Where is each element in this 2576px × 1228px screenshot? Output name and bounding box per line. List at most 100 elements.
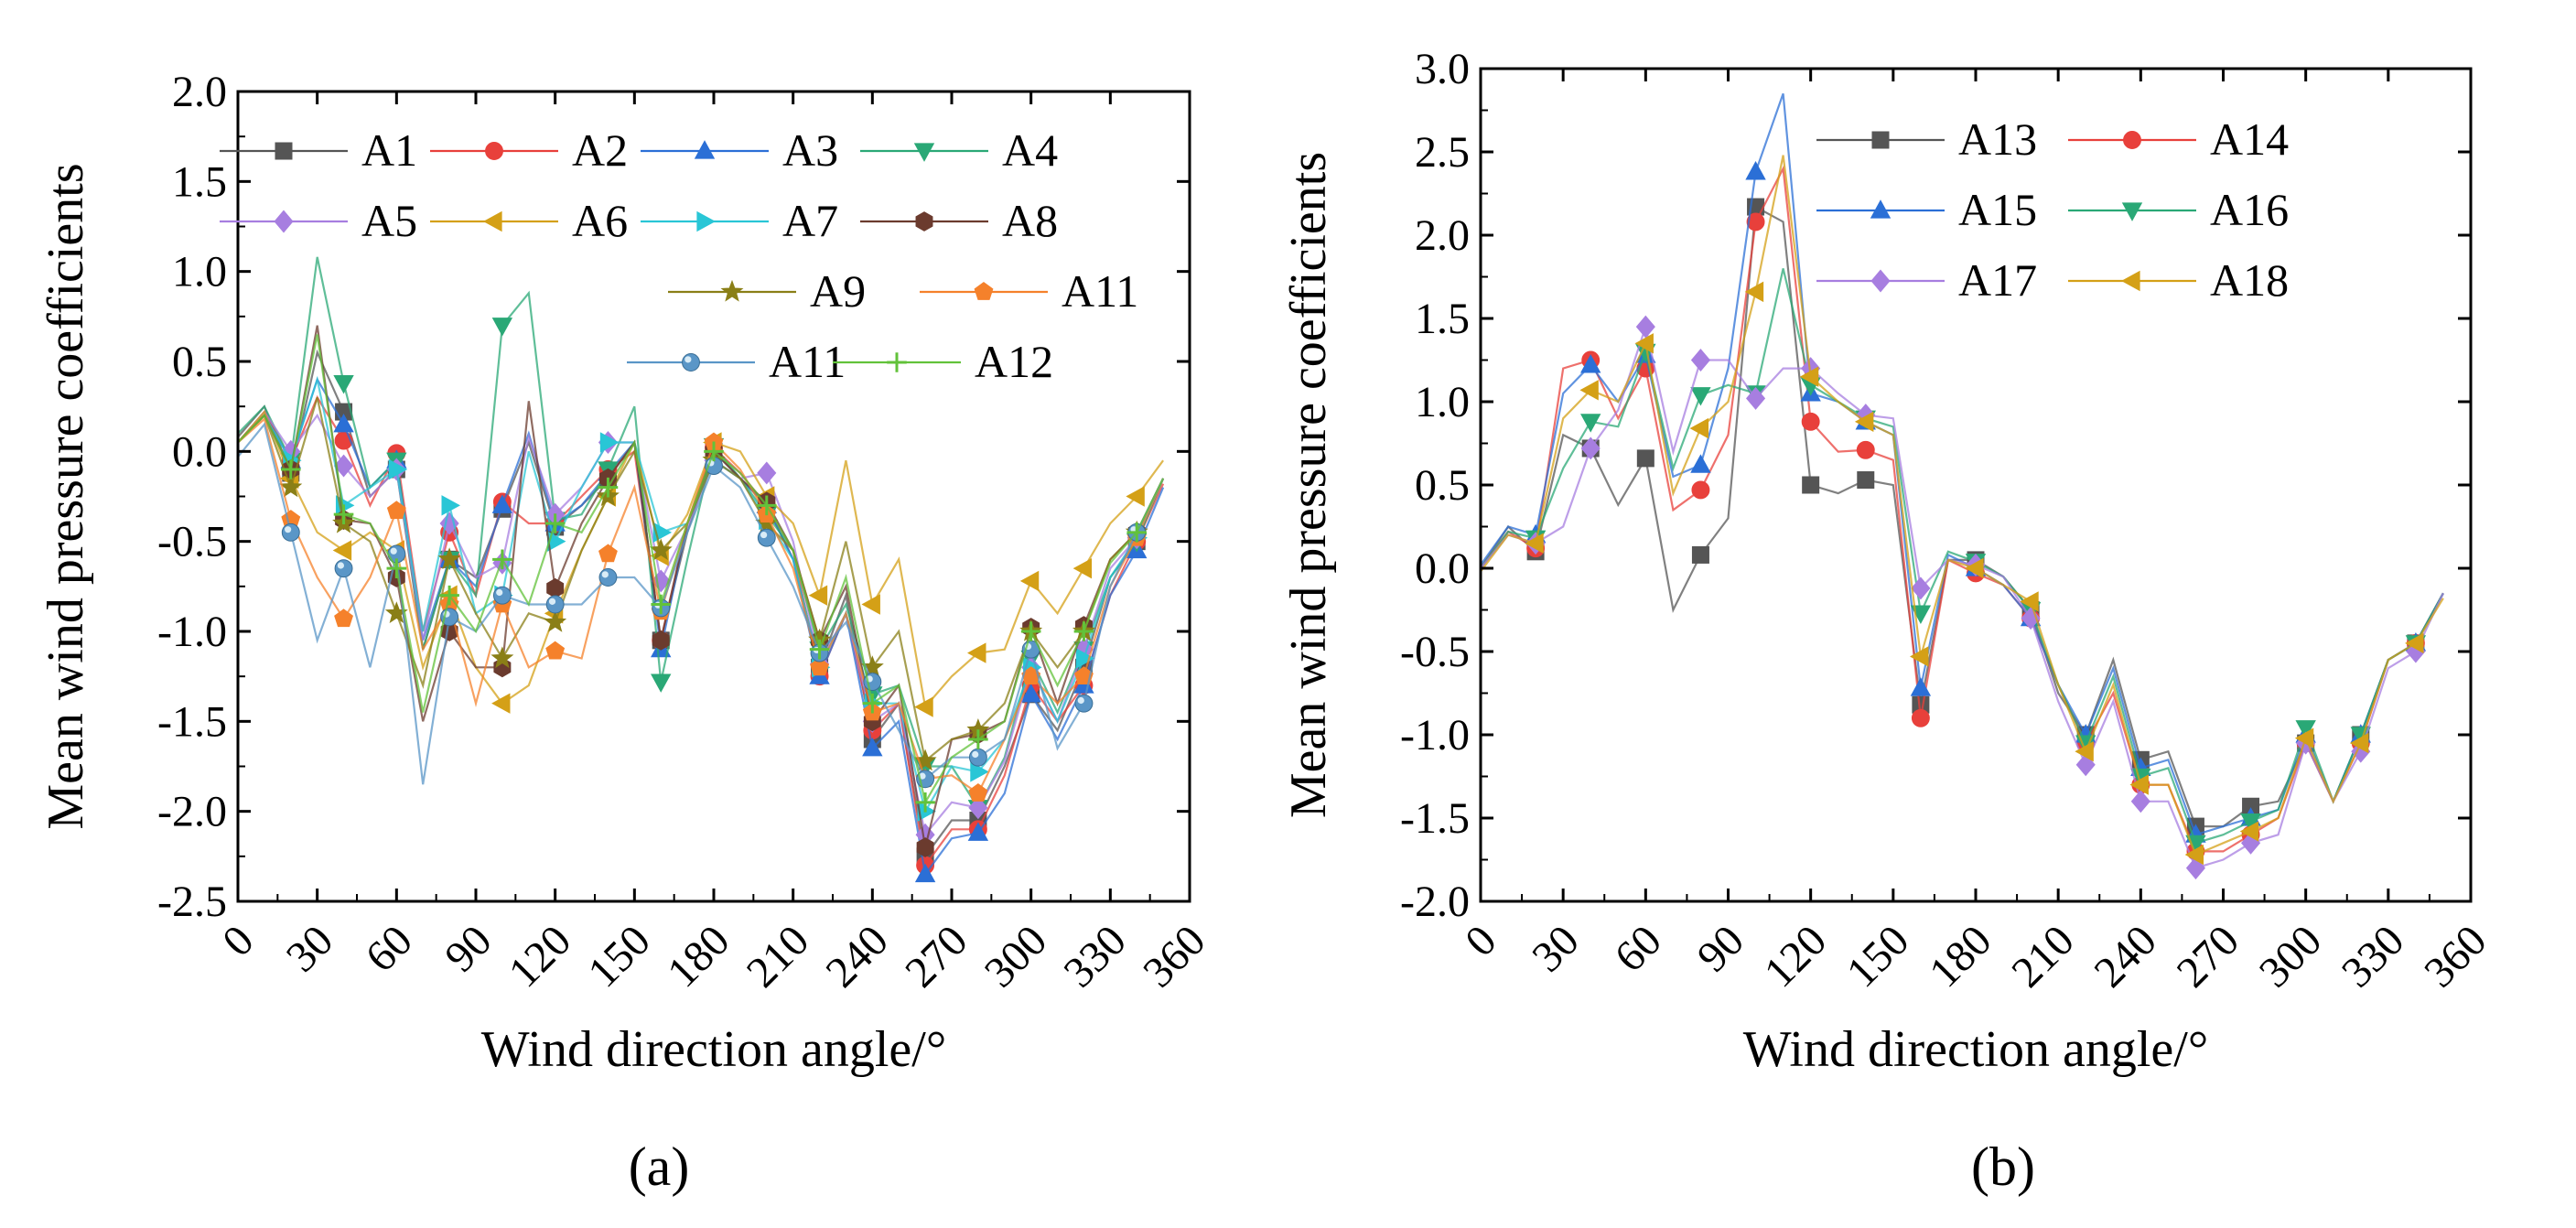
data-point-a18 [2075, 741, 2094, 762]
x-tick-label: 120 [1755, 916, 1836, 996]
chart-panel-a: 2.0 1.5 1.0 0.5 0.0 -0.5 -1.0 -1.5 -2.0 -2.50 30 60… [38, 68, 1215, 1197]
x-tick-label: 0 [1456, 916, 1505, 965]
data-point-a8 [916, 837, 934, 857]
y-tick-label: -1.0 [157, 608, 227, 656]
data-point-a6 [491, 693, 511, 714]
legend-label: A1 [361, 124, 417, 176]
x-tick-label: 210 [738, 916, 818, 996]
x-tick-label: 90 [436, 916, 501, 981]
legend-marker [483, 210, 502, 232]
data-point-a13 [1857, 471, 1875, 490]
legend-marker [1870, 269, 1891, 293]
x-tick-label: 360 [2415, 916, 2495, 996]
data-point-a18 [1854, 411, 1874, 433]
data-point-a11-highlight [390, 547, 397, 555]
data-point-a13 [1691, 545, 1709, 564]
legend-item-a2: A2 [430, 124, 628, 176]
y-tick-label: 2.0 [172, 68, 227, 116]
data-point-a11-highlight [601, 571, 609, 578]
legend-item-a6: A6 [430, 195, 628, 246]
data-point-a11 [968, 748, 987, 767]
y-tick-label: 0.0 [1415, 544, 1470, 593]
data-point-a15 [1910, 677, 1932, 696]
data-point-a9 [544, 610, 567, 632]
data-point-a17 [1746, 386, 1766, 410]
data-point-a11-highlight [548, 598, 556, 605]
data-point-a11 [492, 586, 512, 605]
data-point-a8 [546, 577, 565, 598]
x-tick-label: 30 [1523, 916, 1588, 981]
data-point-a11-highlight [919, 772, 926, 780]
data-point-a4 [491, 318, 513, 337]
data-point-a6 [861, 594, 880, 615]
legend-label: A12 [975, 336, 1053, 387]
legend-marker [275, 142, 293, 160]
legend-item-a4: A4 [860, 124, 1058, 176]
y-tick-label: -2.0 [157, 788, 227, 836]
data-point-a18 [1744, 281, 1764, 303]
data-point-a14 [1911, 708, 1930, 727]
series-line-a11 [238, 422, 1165, 785]
x-tick-label: 330 [1054, 916, 1135, 996]
x-tick-label: 30 [277, 916, 342, 981]
x-axis-title: Wind direction angle/° [481, 1021, 946, 1078]
y-tick-label: -1.5 [157, 697, 227, 746]
data-point-a18 [1525, 533, 1544, 554]
legend-marker [720, 279, 744, 302]
legend-label: A6 [572, 195, 628, 246]
x-tick-label: 60 [356, 916, 421, 981]
x-tick-label: 150 [578, 916, 659, 996]
data-point-a12 [704, 441, 724, 462]
x-tick-label: 240 [2085, 916, 2165, 996]
data-point-a12 [809, 639, 830, 660]
legend-label: A2 [572, 124, 628, 176]
legend-item-a3: A3 [641, 124, 838, 176]
data-point-a8 [440, 621, 458, 641]
data-point-a7 [1075, 648, 1095, 669]
x-tick-label: 90 [1688, 916, 1753, 981]
data-point-a18 [2129, 774, 2149, 795]
y-axis-title: Mean wind pressure coefficients [38, 163, 94, 829]
data-point-a3 [333, 413, 354, 433]
data-point-a9 [649, 538, 673, 561]
data-point-a12 [651, 594, 672, 615]
data-point-a18 [1689, 417, 1709, 439]
x-tick-label: 330 [2333, 916, 2413, 996]
data-point-a14 [1801, 412, 1820, 431]
data-point-a12 [1073, 621, 1094, 641]
data-point-a8 [652, 630, 670, 651]
x-tick-label: 180 [658, 916, 738, 996]
data-point-a6 [967, 642, 986, 663]
legend-marker [2121, 270, 2140, 292]
legend-label: A3 [782, 124, 838, 176]
legend-marker [274, 210, 294, 233]
data-point-a18 [2184, 844, 2204, 866]
data-point-a14 [1691, 480, 1710, 500]
data-point-a11-highlight [285, 526, 292, 533]
data-point-a16 [2240, 813, 2261, 833]
plot-area [1481, 92, 2444, 880]
data-point-a12 [439, 585, 459, 606]
legend-item-a17: A17 [1816, 254, 2037, 306]
series-line-a11 [238, 416, 1165, 795]
legend-item-a7: A7 [641, 195, 838, 246]
data-point-a17 [1690, 349, 1710, 372]
data-point-a11 [598, 544, 618, 563]
x-tick-label: 0 [213, 916, 263, 965]
legend-item-a18: A18 [2068, 254, 2289, 306]
legend-marker [1870, 199, 1892, 219]
y-tick-label: 2.0 [1415, 211, 1470, 260]
x-tick-label: 270 [2168, 916, 2248, 996]
data-point-a18 [2020, 591, 2039, 612]
data-point-a5 [334, 454, 354, 478]
data-point-a15 [1580, 354, 1601, 373]
data-point-a9 [490, 646, 514, 669]
legend-item-a1: A1 [220, 124, 417, 176]
series-line-a1 [238, 349, 1165, 859]
data-point-a6 [914, 696, 933, 717]
x-axis-title: Wind direction angle/° [1743, 1021, 2208, 1078]
legend-marker [682, 353, 700, 372]
data-point-a15 [1745, 160, 1766, 180]
data-point-a16 [1690, 387, 1711, 406]
